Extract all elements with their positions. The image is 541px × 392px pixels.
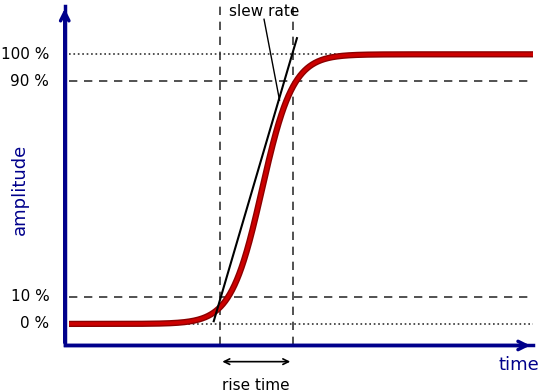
Text: 100 %: 100 % [1,47,49,62]
Text: 10 %: 10 % [10,289,49,305]
Text: amplitude: amplitude [11,143,29,235]
Text: slew rate: slew rate [229,4,299,19]
Text: rise time: rise time [222,378,290,392]
Text: 0 %: 0 % [20,316,49,331]
Text: time: time [498,356,539,374]
Text: 90 %: 90 % [10,74,49,89]
